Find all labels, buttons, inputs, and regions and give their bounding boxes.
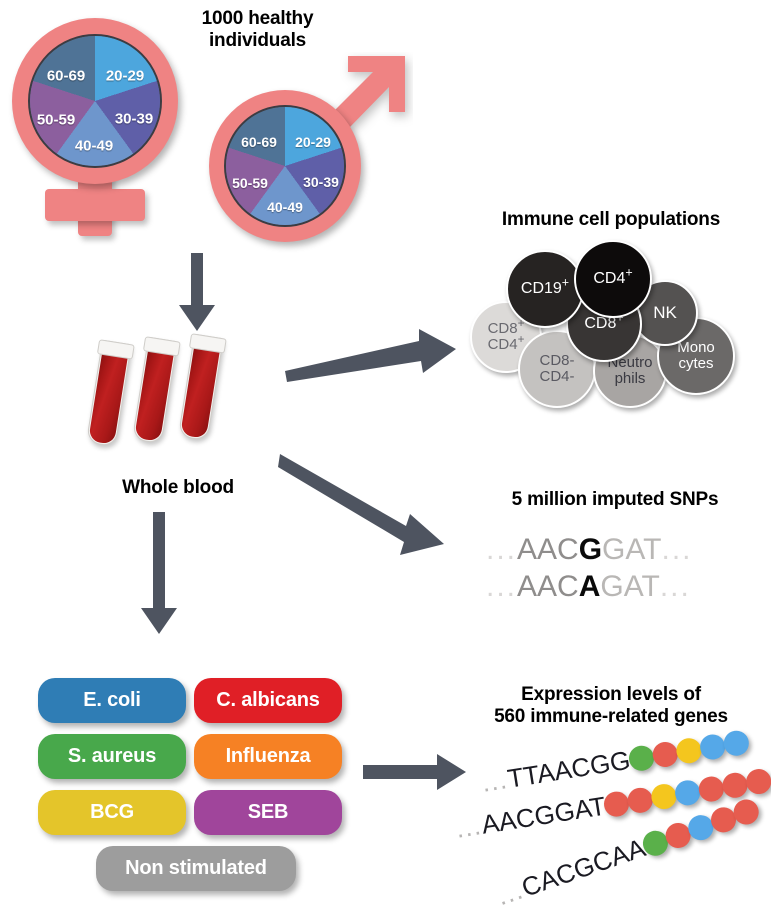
male-pie-label-50-59: 50-59 [232, 175, 268, 191]
expression-title-line2: 560 immune-related genes [494, 706, 728, 728]
cell-label-line: CD8+ [487, 317, 525, 338]
expression-bead [673, 778, 703, 808]
test-tube [177, 333, 227, 442]
snp-sequence-row: ...AACGGAT... [486, 533, 693, 567]
dna-bases: AACGGAT [479, 790, 608, 840]
female-pie-label-60-69: 60-69 [46, 67, 86, 85]
immune-cells-cluster: CD8+ CD4+ CD8- CD4- Neutro phils Mono cy… [460, 238, 760, 418]
whole-blood-group [85, 333, 258, 463]
cell-label-line: Mono [677, 339, 715, 357]
dna-sequence-text: ...CACGCAA [493, 832, 649, 912]
male-pie-label-60-69: 60-69 [241, 134, 277, 150]
male-symbol-arrow [333, 56, 405, 128]
stimulation-pill-s-aureus[interactable]: S. aureus [38, 734, 186, 779]
expression-bead [649, 782, 679, 811]
dna-strands-group: ...TTAACGG ...AACGGAT ...CACGCAA [454, 728, 771, 920]
male-symbol: 20-29 30-39 40-49 50-59 60-69 [205, 52, 415, 242]
snp-leading-dots: ... [486, 570, 518, 603]
expression-bead [744, 767, 771, 796]
cohort-title-line1: 1000 healthy [201, 8, 314, 29]
pie-slice-60-69 [226, 107, 344, 225]
pie-slice-60-69 [30, 36, 160, 166]
cell-label-line: CD19+ [520, 275, 570, 297]
cell-label-line: CD8- [539, 352, 575, 370]
male-age-pie [224, 105, 346, 227]
snp-variant-base: A [578, 570, 601, 603]
female-symbol-crossbar [45, 189, 145, 221]
expression-bead [650, 740, 680, 769]
cell-label-line: CD4+ [593, 265, 633, 287]
stimulation-pill-bcg[interactable]: BCG [38, 790, 186, 835]
male-pie-label-30-39: 30-39 [303, 174, 339, 190]
cohort-title: 1000 healthy individuals [175, 8, 340, 53]
arrow-blood-to-immune-cells [285, 329, 456, 382]
dna-bases: TTAACGG [505, 744, 633, 794]
snp-leading-dots: ... [486, 533, 518, 566]
snp-variant-base: G [578, 533, 603, 566]
arrow-blood-to-snps [278, 454, 444, 555]
cell-population-cd4p: CD4+ [574, 240, 652, 318]
female-pie-label-40-49: 40-49 [74, 137, 114, 155]
cell-label-line: phils [614, 370, 646, 387]
cell-label-line: CD4+ [487, 333, 525, 353]
male-pie-label-20-29: 20-29 [295, 134, 331, 150]
snp-bases-after: GAT [600, 570, 660, 603]
expression-bead [721, 728, 751, 758]
cell-label-line: cytes [678, 355, 714, 372]
stimulation-pill-seb[interactable]: SEB [194, 790, 342, 835]
snp-bases-before: AAC [517, 570, 579, 603]
cohort-title-line2: individuals [208, 30, 307, 52]
arrow-blood-to-stimulations [141, 512, 177, 634]
immune-cells-title: Immune cell populations [501, 209, 721, 230]
whole-blood-label: Whole blood [122, 477, 234, 498]
female-age-pie [28, 34, 162, 168]
test-tube [85, 339, 135, 448]
expression-bead [674, 736, 704, 766]
expression-bead [697, 774, 726, 804]
female-pie-label-50-59: 50-59 [36, 111, 76, 129]
cell-label-line: NK [653, 303, 677, 323]
arrow-cohort-to-blood [179, 253, 215, 331]
expression-title: Expression levels of 560 immune-related … [455, 684, 767, 729]
dna-bases: CACGCAA [517, 832, 650, 903]
female-pie-label-20-29: 20-29 [105, 67, 145, 85]
male-pie-label-40-49: 40-49 [267, 199, 303, 215]
expression-bead [626, 785, 655, 815]
dna-sequence-text: ...AACGGAT [454, 791, 608, 845]
stimulation-pill-c-albicans[interactable]: C. albicans [194, 678, 342, 723]
stimulation-pill-e-coli[interactable]: E. coli [38, 678, 186, 723]
cell-population-cd19p: CD19+ [506, 250, 584, 328]
stimulation-pill-non-stimulated[interactable]: Non stimulated [96, 846, 296, 891]
female-pie-label-30-39: 30-39 [114, 110, 154, 128]
stimulations-group: E. coli C. albicans S. aureus Influenza … [38, 678, 348, 898]
snp-bases-after: GAT [602, 533, 662, 566]
snp-sequences: ...AACGGAT... ...AACAGAT... [480, 525, 760, 615]
snps-title: 5 million imputed SNPs [511, 489, 719, 510]
arrow-stimulations-to-expression [363, 754, 466, 790]
snp-trailing-dots: ... [661, 533, 693, 566]
snp-bases-before: AAC [517, 533, 579, 566]
snp-sequence-row: ...AACAGAT... [486, 570, 691, 604]
test-tube [131, 336, 181, 445]
expression-title-line1: Expression levels of [521, 684, 701, 705]
snp-trailing-dots: ... [659, 570, 691, 603]
expression-bead [698, 732, 727, 762]
cell-label-line: CD8+ [584, 311, 623, 332]
stimulation-pill-influenza[interactable]: Influenza [194, 734, 342, 779]
female-symbol: 20-29 30-39 40-49 50-59 60-69 [8, 14, 188, 239]
cell-label-line: CD4- [539, 368, 575, 385]
